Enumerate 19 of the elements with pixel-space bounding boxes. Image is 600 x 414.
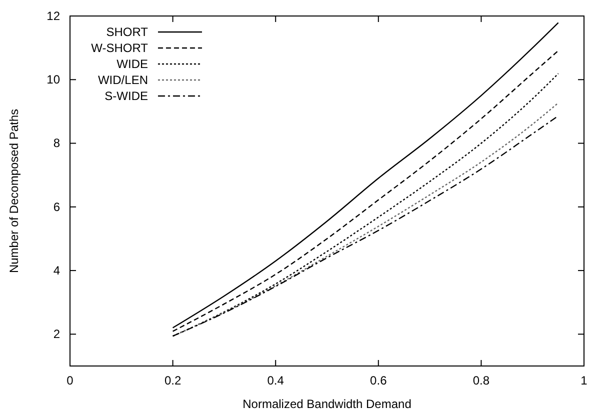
x-tick-label: 0.6 (370, 374, 388, 388)
legend-label: SHORT (106, 25, 149, 39)
x-tick-label: 0.8 (472, 374, 490, 388)
legend-label: WID/LEN (98, 73, 148, 87)
y-axis-title: Number of Decomposed Paths (7, 108, 21, 274)
y-tick-label: 10 (46, 72, 60, 86)
y-tick-label: 4 (53, 263, 60, 278)
y-tick-label: 6 (53, 200, 60, 214)
y-tick-label: 8 (53, 136, 60, 150)
y-tick-label: 2 (53, 327, 60, 342)
legend-label: WIDE (116, 57, 148, 71)
x-tick-label: 0 (66, 374, 74, 388)
x-tick-label: 0.2 (164, 374, 182, 388)
x-tick-label: 0.4 (267, 374, 284, 388)
legend-label: W-SHORT (91, 41, 149, 55)
y-tick-label: 12 (46, 8, 60, 23)
x-tick-label: 1 (580, 374, 588, 388)
x-axis-title: Normalized Bandwidth Demand (242, 397, 412, 411)
legend-label: S-WIDE (104, 89, 148, 103)
